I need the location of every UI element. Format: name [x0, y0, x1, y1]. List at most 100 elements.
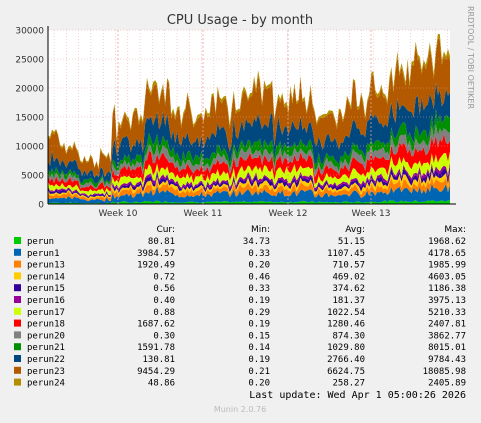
chart-title: CPU Usage - by month [167, 13, 313, 28]
legend-label: perun13 [27, 261, 65, 271]
footer: Munin 2.0.76 [214, 405, 266, 414]
legend-row: perun20 0.30 0.15 874.30 3862.77 [14, 331, 466, 341]
legend-swatch [14, 378, 21, 386]
legend-value: 2407.81 [428, 320, 466, 330]
legend-row: perun23 9454.29 0.21 6624.75 18085.98 [14, 366, 466, 377]
x-tick-label: Week 11 [184, 209, 223, 219]
legend-label: perun [27, 237, 54, 247]
legend-value: 0.56 [153, 284, 175, 294]
legend-value: 1985.99 [428, 261, 466, 271]
legend-swatch [14, 284, 21, 292]
legend-label: perun21 [27, 343, 65, 353]
legend-value: 181.37 [332, 296, 365, 306]
legend-value: 34.73 [243, 237, 270, 247]
y-tick-label: 10000 [15, 143, 44, 153]
area-perun22 [48, 82, 450, 184]
legend-value: 0.20 [248, 261, 270, 271]
legend-value: 1591.78 [137, 343, 175, 353]
y-tick-label: 20000 [15, 85, 44, 95]
legend-label: perun18 [27, 320, 65, 330]
legend-value: 48.86 [148, 379, 175, 389]
stacked-areas [48, 33, 450, 204]
x-tick-label: Week 10 [99, 209, 138, 219]
legend-swatch [14, 272, 21, 280]
legend-value: 874.30 [332, 331, 365, 341]
legend-swatch [14, 319, 21, 327]
legend-label: perun1 [27, 249, 60, 259]
legend-swatch [14, 355, 21, 362]
legend-row: perun17 0.88 0.29 1022.54 5210.33 [14, 307, 466, 318]
legend-value: 2766.40 [327, 355, 365, 365]
legend-value: 3984.57 [137, 249, 175, 259]
legend-row: perun 80.81 34.73 51.15 1968.62 [14, 237, 466, 247]
table-header: Max: [444, 225, 466, 235]
legend-value: 130.81 [142, 355, 175, 365]
legend-value: 0.33 [248, 249, 270, 259]
legend-value: 0.15 [248, 331, 270, 341]
legend-value: 1280.46 [327, 320, 365, 330]
legend-value: 710.57 [332, 261, 365, 271]
area-perun21 [48, 109, 450, 188]
x-tick-label: Week 13 [352, 209, 391, 219]
table-header: Cur: [156, 225, 175, 235]
area-perun13 [48, 175, 450, 202]
legend-value: 374.62 [332, 284, 365, 294]
legend-label: perun16 [27, 296, 65, 306]
x-tick-label: Week 12 [269, 209, 308, 219]
legend-row: perun21 1591.78 0.14 1029.80 8015.01 [14, 343, 466, 353]
table-header: Min: [251, 225, 270, 235]
legend-swatch [14, 307, 21, 315]
legend-value: 1186.38 [428, 284, 466, 294]
legend-swatch [14, 366, 21, 374]
legend-label: perun17 [27, 308, 65, 318]
area-perun16 [48, 162, 450, 198]
legend-value: 1687.62 [137, 320, 175, 330]
legend-value: 3975.13 [428, 296, 466, 306]
legend-value: 18085.98 [423, 367, 466, 377]
legend-label: perun14 [27, 272, 65, 282]
legend-value: 4603.05 [428, 272, 466, 282]
area-perun18 [48, 134, 450, 193]
area-perun1 [48, 183, 450, 204]
legend-value: 0.21 [248, 367, 270, 377]
area-perun23 [48, 38, 450, 178]
legend-label: perun23 [27, 367, 65, 377]
legend-value: 5210.33 [428, 308, 466, 318]
legend-value: 0.33 [248, 284, 270, 294]
legend-value: 1968.62 [428, 237, 466, 247]
legend-row: perun24 48.86 0.20 258.27 2405.89 [14, 378, 466, 389]
y-tick-label: 30000 [15, 27, 44, 37]
last-update: Last update: Wed Apr 1 05:00:26 2026 [249, 390, 466, 401]
legend-label: perun22 [27, 355, 65, 365]
legend-label: perun15 [27, 284, 65, 294]
legend-value: 1022.54 [327, 308, 365, 318]
x-axis: Week 10 Week 11 Week 12 Week 13 [47, 26, 456, 219]
legend-value: 0.19 [248, 355, 270, 365]
legend-value: 9784.43 [428, 355, 466, 365]
legend-value: 0.20 [248, 379, 270, 389]
legend-value: 51.15 [338, 237, 365, 247]
legend-row: perun14 0.72 0.46 469.02 4603.05 [14, 272, 466, 282]
legend-value: 0.40 [153, 296, 175, 306]
y-axis: 0 5000 10000 15000 20000 25000 30000 [15, 27, 450, 211]
watermark: RRDTOOL / TOBI OETIKER [466, 6, 475, 109]
legend-value: 6624.75 [327, 367, 365, 377]
y-tick-label: 0 [38, 201, 44, 211]
legend-value: 0.19 [248, 320, 270, 330]
y-tick-label: 25000 [15, 56, 44, 66]
legend-value: 0.88 [153, 308, 175, 318]
area-perun [48, 200, 450, 204]
legend-swatch [14, 331, 21, 339]
legend-swatch [14, 237, 21, 244]
legend-row: perun1 3984.57 0.33 1107.45 4178.65 [14, 248, 466, 259]
legend-value: 0.46 [248, 272, 270, 282]
area-perun17 [48, 151, 450, 197]
legend-value: 80.81 [148, 237, 175, 247]
legend-value: 1107.45 [327, 249, 365, 259]
legend-value: 8015.01 [428, 343, 466, 353]
legend-value: 0.29 [248, 308, 270, 318]
legend-swatch [14, 248, 21, 256]
area-perun20 [48, 123, 450, 189]
